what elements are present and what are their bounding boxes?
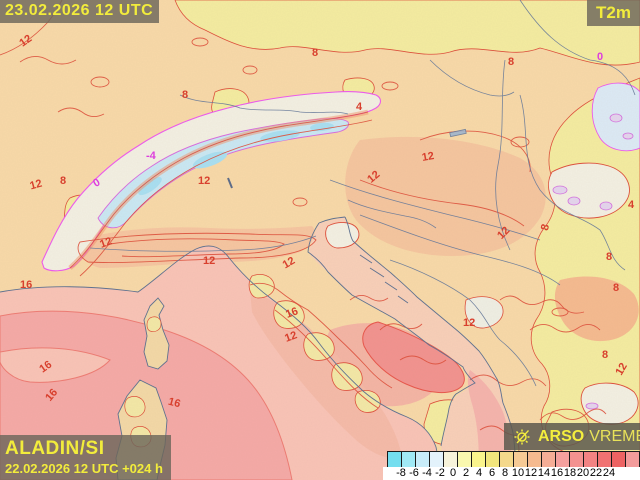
colorbar-tick-label: -2 <box>435 467 445 479</box>
colorbar-tick-label: 16 <box>550 467 564 479</box>
brand-box: ARSO VREME <box>504 423 640 450</box>
colorbar-swatches <box>387 451 640 468</box>
colorbar-swatch <box>443 451 458 468</box>
colorbar-tick-label: 10 <box>511 467 525 479</box>
colorbar-swatch <box>429 451 444 468</box>
colorbar-tick-label: 2 <box>462 467 470 479</box>
colorbar-swatch <box>485 451 500 468</box>
sun-logo-icon <box>513 428 531 446</box>
colorbar-ticks: -8 -6 -4 -2 0 2 4 6 8 10 12 14 16 18 20 22 24 <box>383 467 640 480</box>
colorbar-swatch <box>625 451 640 468</box>
temperature-colorbar: -8 -6 -4 -2 0 2 4 6 8 10 12 14 16 18 20 22 24 <box>383 450 640 480</box>
colorbar-swatch <box>401 451 416 468</box>
colorbar-swatch <box>541 451 556 468</box>
colorbar-swatch <box>527 451 542 468</box>
colorbar-tick-label: 18 <box>563 467 577 479</box>
model-name: ALADIN/SI <box>5 438 105 459</box>
colorbar-tick-label: 8 <box>501 467 509 479</box>
brand-arso-label: ARSO <box>538 427 585 445</box>
valid-time-box: 23.02.2026 12 UTC <box>0 0 160 23</box>
colorbar-swatch <box>415 451 430 468</box>
colorbar-swatch <box>499 451 514 468</box>
colorbar-tick-label: 4 <box>475 467 483 479</box>
colorbar-tick-label: 6 <box>488 467 496 479</box>
colorbar-tick-label: -8 <box>396 467 406 479</box>
colorbar-swatch <box>555 451 570 468</box>
colorbar-swatch <box>457 451 472 468</box>
colorbar-tick-label: -6 <box>409 467 419 479</box>
parameter-label: T2m <box>596 3 631 22</box>
parameter-box: T2m <box>587 0 640 26</box>
colorbar-tick-label: 0 <box>449 467 457 479</box>
colorbar-swatch <box>611 451 626 468</box>
colorbar-tick-label: 24 <box>602 467 616 479</box>
colorbar-tick-label: -4 <box>422 467 432 479</box>
colorbar-swatch <box>597 451 612 468</box>
brand-vreme-label: VREME <box>589 427 640 445</box>
colorbar-tick-label: 14 <box>537 467 551 479</box>
valid-time-label: 23.02.2026 12 UTC <box>5 2 154 19</box>
colorbar-swatch <box>569 451 584 468</box>
colorbar-tick-label: 20 <box>576 467 590 479</box>
colorbar-swatch <box>387 451 402 468</box>
model-run-info: 22.02.2026 12 UTC +024 h <box>5 461 163 476</box>
colorbar-swatch <box>583 451 598 468</box>
colorbar-swatch <box>471 451 486 468</box>
colorbar-tick-label: 12 <box>524 467 538 479</box>
model-box: ALADIN/SI 22.02.2026 12 UTC +024 h <box>0 435 171 480</box>
colorbar-tick-label: 22 <box>589 467 603 479</box>
colorbar-swatch <box>513 451 528 468</box>
